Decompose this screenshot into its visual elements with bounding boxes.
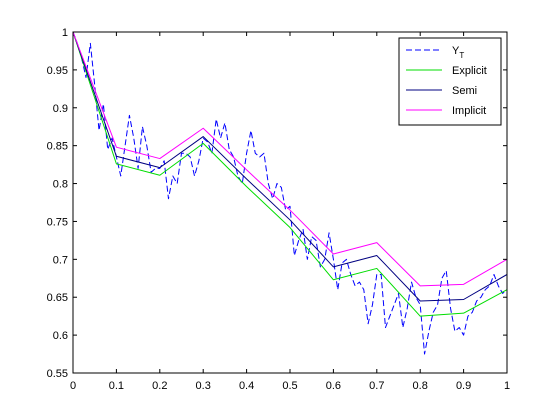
x-tick-label: 0.7 — [369, 380, 384, 392]
y-tick-label: 0.9 — [53, 103, 68, 115]
axes: 0 0.1 0.2 0.3 0.4 0.5 0.6 0.7 0.8 0.9 1 0.55 0.6 0.65… — [47, 27, 510, 392]
y-tick-label: 1 — [62, 27, 68, 39]
y-tick-label: 0.85 — [47, 141, 68, 153]
series-group — [73, 32, 507, 355]
x-tick-label: 0.9 — [456, 380, 471, 392]
series-line-implicit — [73, 32, 507, 287]
series-line-explicit — [73, 32, 507, 317]
series-line-semi — [73, 32, 507, 302]
x-tick-label: 0.1 — [109, 380, 124, 392]
x-tick-label: 0.2 — [152, 380, 167, 392]
y-tick-label: 0.7 — [53, 254, 68, 266]
legend-label-implicit: Implicit — [452, 105, 486, 117]
x-tick-label: 0.3 — [196, 380, 211, 392]
y-tick-label: 0.65 — [47, 292, 68, 304]
y-tick-label: 0.95 — [47, 65, 68, 77]
legend-label-semi: Semi — [452, 85, 477, 97]
y-tick-label: 0.55 — [47, 368, 68, 380]
x-tick-label: 0.4 — [239, 380, 254, 392]
x-tick-label: 0 — [70, 380, 76, 392]
legend-label-explicit: Explicit — [452, 65, 487, 77]
legend-label-subscript: T — [459, 51, 464, 60]
y-tick-label: 0.75 — [47, 216, 68, 228]
series-line-y — [73, 32, 507, 355]
x-tick-label: 0.8 — [413, 380, 428, 392]
x-tick-label: 1 — [504, 380, 510, 392]
x-tick-label: 0.5 — [282, 380, 297, 392]
y-tick-label: 0.8 — [53, 179, 68, 191]
y-tick-label: 0.6 — [53, 330, 68, 342]
x-tick-label: 0.6 — [326, 380, 341, 392]
